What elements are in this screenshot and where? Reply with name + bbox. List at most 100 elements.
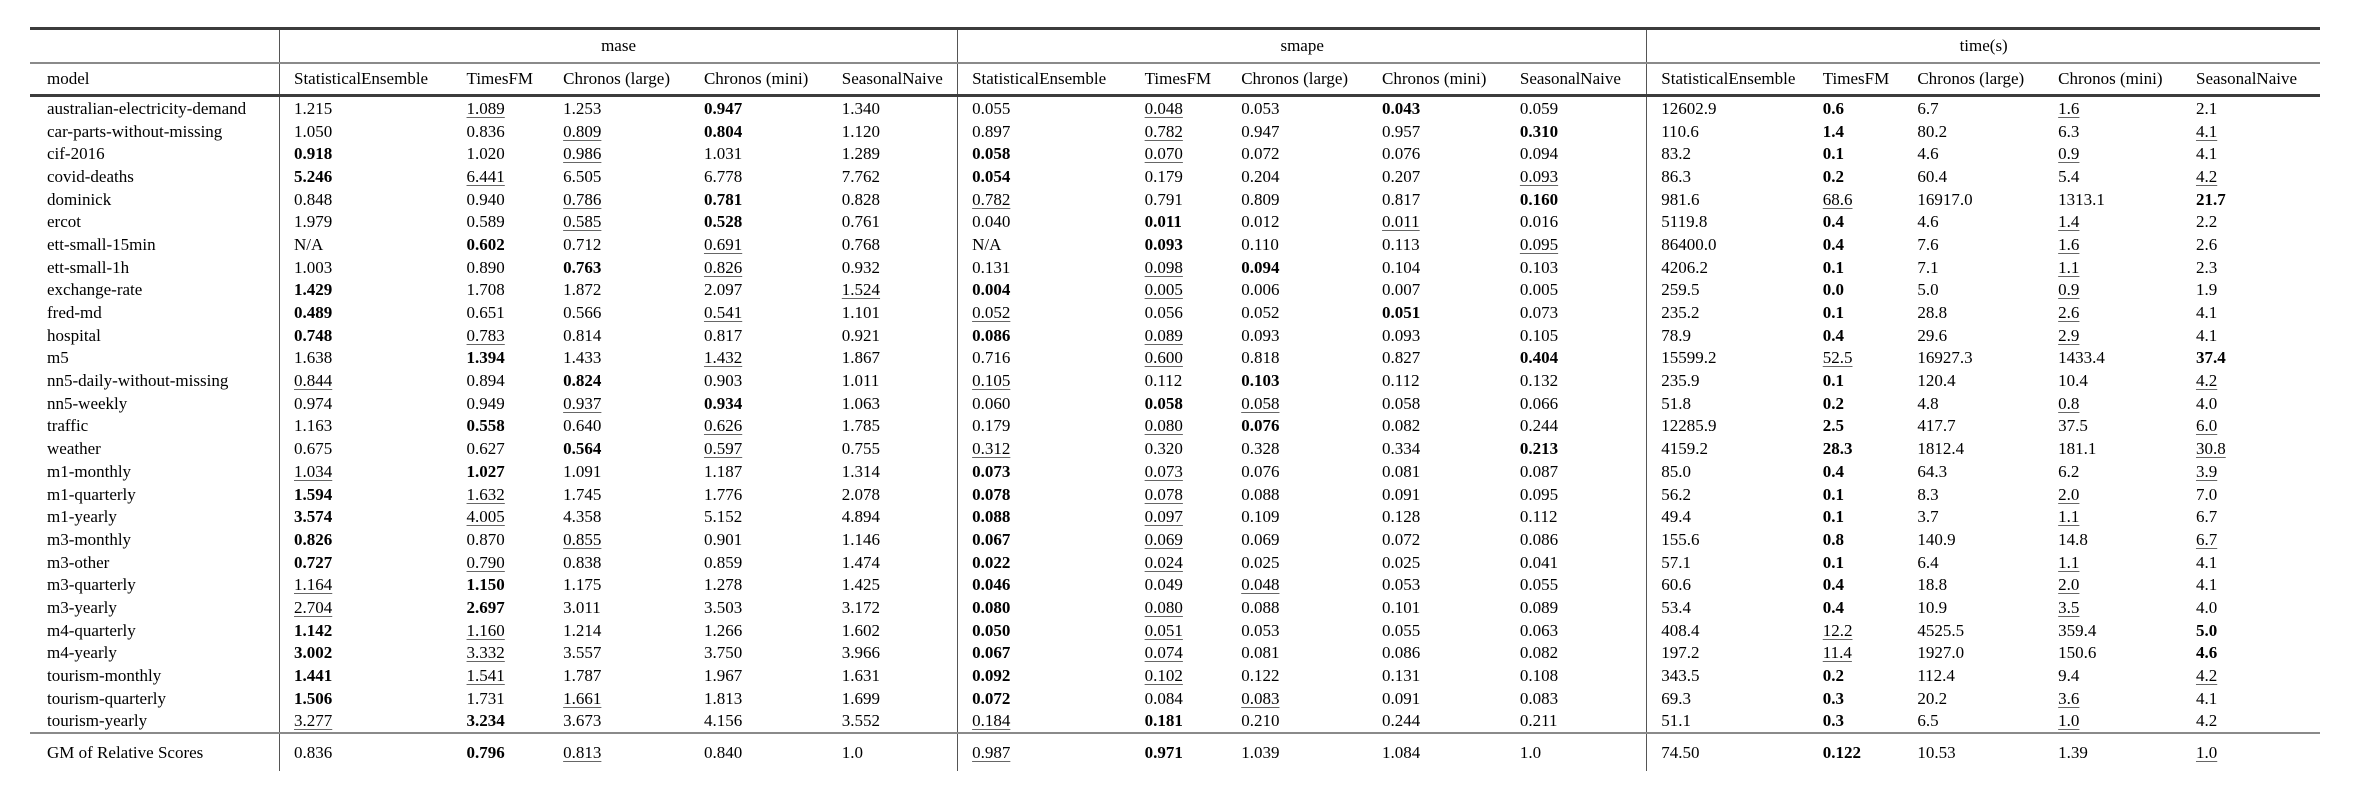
metric-cell-time: 60.6 [1646,573,1809,597]
metric-cell-smape: 0.073 [1144,461,1183,481]
metric-cell-time: 359.4 [2058,620,2097,640]
metric-cell-time: 16917.0 [1917,189,1973,209]
column-header-time-4: Chronos (mini) [2044,63,2182,97]
model-cell: m5 [47,348,69,368]
metric-cell-mase: 0.828 [841,189,881,209]
metric-cell-smape: 0.052 [957,301,1131,324]
metric-cell-time: 4.1 [2195,303,2218,323]
metric-cell-smape: 0.058 [1241,393,1280,413]
metric-cell-mase: 1.142 [278,618,453,642]
metric-cell-smape: 0.050 [957,618,1131,642]
metric-cell-time: 2.0 [2058,575,2080,595]
metric-cell-mase: 5.152 [703,507,743,527]
metric-cell-smape: 0.092 [957,664,1131,687]
table-row: weather 0.675 0.627 0.564 0.597 0.755 0.312 0.3… [30,437,2320,460]
metric-cell-time: 4159.2 [1646,437,1809,460]
metric-cell-smape: 0.053 [1241,98,1280,118]
metric-cell-time: 0.4 [1822,575,1844,595]
metric-cell-smape: 0.025 [1382,552,1421,572]
metric-cell-time: 4.6 [2195,643,2218,663]
metric-cell-time: 2.1 [2195,98,2218,118]
metric-cell-smape: 0.069 [1241,529,1280,549]
metric-cell-mase: 0.755 [841,439,881,459]
metric-cell-mase: 2.078 [841,484,881,504]
metric-cell-mase: 0.727 [278,550,453,574]
metric-cell-mase: 1.266 [703,620,743,640]
metric-cell-smape: 0.076 [1241,461,1280,481]
model-cell: nn5-daily-without-missing [47,371,229,391]
metric-cell-smape: 0.082 [1519,643,1559,663]
metric-cell-smape: 0.078 [1144,484,1183,504]
table-row: tourism-quarterly 1.506 1.731 1.661 1.813 1.6… [30,686,2320,710]
model-cell: covid-deaths [47,166,134,186]
metric-cell-time: 2.2 [2195,212,2218,232]
metric-cell-time: 1313.1 [2058,189,2105,209]
metric-cell-mase: 0.870 [466,529,505,549]
metric-cell-time: 1.39 [2044,732,2182,772]
metric-cell-time: 4.1 [2195,688,2218,708]
metric-cell-smape: 0.067 [957,528,1131,551]
metric-cell-smape: 0.782 [1144,121,1183,141]
metric-cell-time: 16927.3 [1917,348,1973,368]
table-row: ett-small-1h 1.003 0.890 0.763 0.826 0.932 0.1… [30,255,2320,279]
metric-cell-smape: 0.095 [1519,234,1559,254]
metric-cell-smape: 0.058 [957,142,1131,166]
metric-cell-time: 0.8 [1822,529,1844,549]
metric-cell-time: 4.1 [2195,121,2218,141]
metric-cell-time: 6.5 [1917,711,1939,731]
metric-cell-mase: 0.974 [278,391,453,415]
metric-cell-time: 37.5 [2058,416,2088,436]
metric-cell-mase: 4.358 [563,507,602,527]
metric-cell-time: 0.1 [1822,371,1844,391]
metric-cell-smape: 0.063 [1519,620,1559,640]
metric-cell-smape: 0.105 [957,369,1131,392]
metric-cell-time: 51.1 [1646,709,1809,734]
metric-cell-mase: 3.557 [563,643,602,663]
metric-cell-time: 7.6 [1917,234,1939,254]
metric-cell-mase: 0.934 [703,393,743,413]
metric-cell-smape: 0.131 [1382,666,1421,686]
metric-cell-smape: 0.086 [957,323,1131,347]
metric-cell-mase: 0.790 [466,552,505,572]
column-header-time-2: TimesFM [1808,63,1904,97]
metric-cell-smape: 0.210 [1241,711,1280,731]
metric-cell-mase: 2.704 [278,596,453,619]
metric-cell-mase: 1.050 [278,119,453,143]
metric-cell-smape: 0.103 [1519,257,1559,277]
metric-cell-smape: 0.097 [1144,507,1183,527]
metric-cell-time: 0.1 [1822,484,1844,504]
metric-cell-smape: 0.244 [1519,416,1559,436]
metric-cell-smape: 0.054 [957,165,1131,188]
metric-cell-mase: 1.027 [466,461,505,481]
metric-cell-smape: 0.072 [1241,144,1280,164]
metric-cell-time: 1.4 [2058,212,2080,232]
metric-cell-mase: 0.691 [703,234,743,254]
metric-cell-smape: 0.091 [1382,484,1421,504]
metric-cell-time: 5.0 [2195,620,2218,640]
model-cell: GM of Relative Scores [30,732,280,772]
metric-cell-smape: 0.024 [1144,552,1183,572]
metric-cell-time: 12602.9 [1646,95,1809,120]
metric-cell-time: 0.1 [1822,303,1844,323]
metric-cell-mase: 0.748 [278,323,453,347]
column-header-time-1: StatisticalEnsemble [1646,63,1809,97]
metric-cell-smape: 0.016 [1519,212,1559,232]
metric-cell-smape: N/A [957,233,1131,256]
metric-cell-time: 6.4 [1917,552,1939,572]
metric-cell-mase: 0.809 [563,121,602,141]
model-cell: m4-yearly [47,643,117,663]
metric-cell-mase: 0.528 [703,212,743,232]
metric-cell-mase: 6.778 [703,166,743,186]
model-cell: traffic [47,416,89,436]
metric-cell-mase: 1.164 [278,573,453,597]
metric-cell-mase: 1.785 [841,416,881,436]
metric-cell-mase: 1.638 [278,346,453,370]
metric-cell-mase: 0.817 [703,325,743,345]
metric-cell-mase: 1.160 [466,620,505,640]
group-header-mase: mase [278,28,958,64]
metric-cell-mase: 1.011 [841,371,880,391]
metric-cell-mase: 1.425 [841,575,881,595]
table-row: m3-other 0.727 0.790 0.838 0.859 1.474 0.022 0.… [30,550,2320,574]
metric-cell-mase: 0.932 [841,257,881,277]
metric-cell-mase: 3.234 [466,711,505,731]
